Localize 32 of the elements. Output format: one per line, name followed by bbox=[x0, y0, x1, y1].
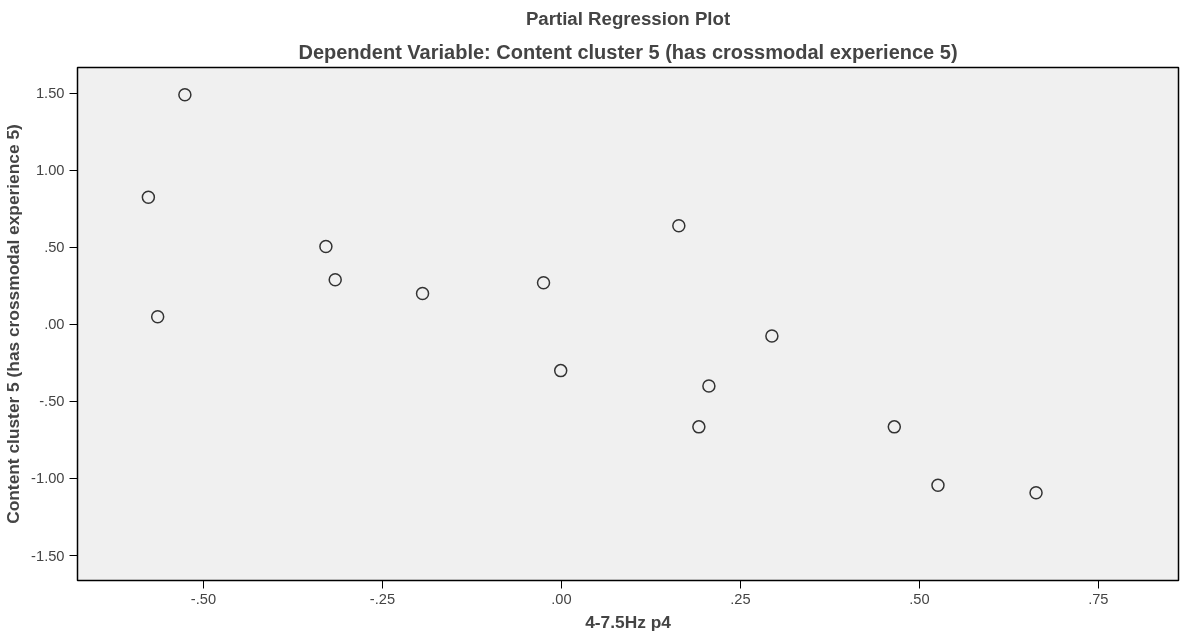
point bbox=[1029, 486, 1043, 500]
x-tick-label: -.25 bbox=[369, 590, 396, 607]
chart-subtitle: Dependent Variable: Content cluster 5 (has crossmodal experience 5) bbox=[298, 40, 958, 63]
x-tick-label: .25 bbox=[730, 590, 751, 607]
point bbox=[887, 420, 902, 434]
y-tick-label: -1.00 bbox=[31, 470, 65, 487]
y-tick-label: 1.50 bbox=[35, 85, 65, 102]
point bbox=[319, 239, 333, 254]
point bbox=[141, 190, 156, 204]
y-axis-title: Content cluster 5 (has crossmodal experience 5) bbox=[3, 124, 24, 524]
point bbox=[765, 329, 779, 343]
x-axis-title: 4-7.5Hz p4 bbox=[585, 611, 672, 632]
point bbox=[536, 276, 551, 290]
point bbox=[328, 272, 342, 287]
y-tick-label: 1.00 bbox=[35, 162, 65, 179]
x-tick-label: .75 bbox=[1088, 590, 1109, 607]
point bbox=[931, 478, 945, 492]
x-tick-label: -.50 bbox=[190, 590, 217, 607]
point bbox=[553, 363, 568, 378]
x-tick-label: .00 bbox=[551, 590, 572, 607]
y-tick-label: -.50 bbox=[39, 393, 65, 410]
y-tick-label: .50 bbox=[44, 239, 65, 256]
point bbox=[702, 379, 716, 393]
point bbox=[150, 309, 165, 324]
x-tick-label: .50 bbox=[909, 590, 930, 607]
chart-title: Partial Regression Plot bbox=[525, 7, 731, 29]
point bbox=[415, 286, 430, 301]
point bbox=[672, 219, 686, 233]
point bbox=[178, 88, 192, 102]
y-tick-label: -1.50 bbox=[31, 547, 65, 564]
y-tick-label: .00 bbox=[44, 316, 65, 333]
point bbox=[692, 420, 706, 434]
